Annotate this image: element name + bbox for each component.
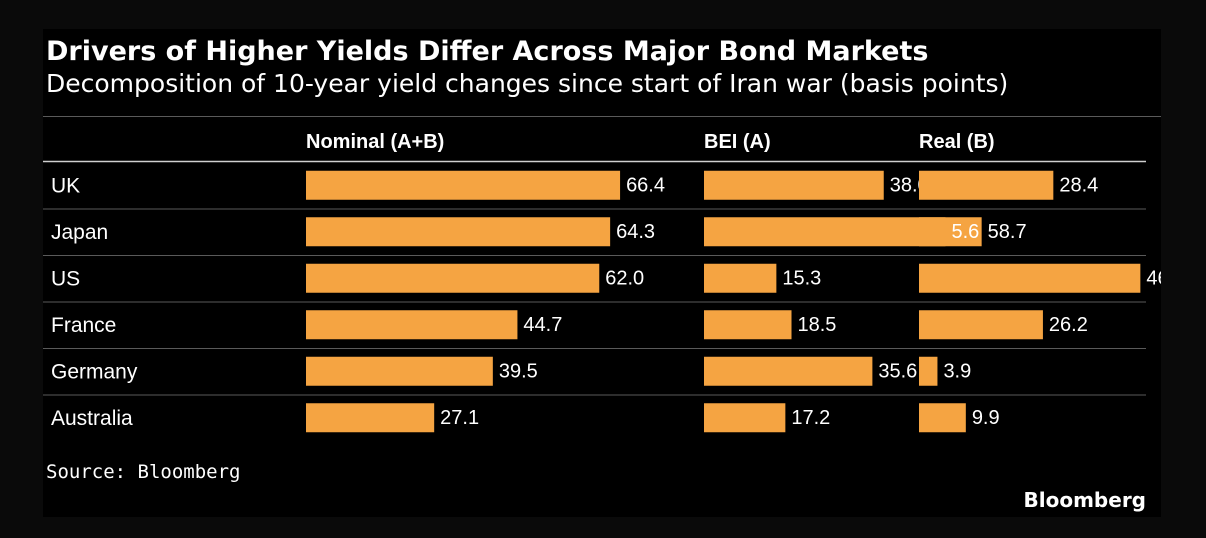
row-label-us: US bbox=[51, 267, 80, 290]
value-label-real-b-australia: 9.9 bbox=[972, 407, 1000, 429]
value-label-nominal-a-b-us: 62.0 bbox=[605, 267, 644, 289]
value-label-bei-a-germany: 35.6 bbox=[878, 360, 917, 382]
row-label-uk: UK bbox=[51, 174, 80, 197]
row-label-japan: Japan bbox=[51, 221, 108, 244]
value-label-nominal-a-b-uk: 66.4 bbox=[626, 174, 665, 196]
value-label-real-b-germany: 3.9 bbox=[943, 360, 971, 382]
column-header-nominal-a-b: Nominal (A+B) bbox=[306, 131, 444, 153]
chart-rows: UK 66.4 38.0 28.4 Japan 64.3 58.7 5.6 US 62.0 15.3… bbox=[43, 170, 1161, 433]
value-label-bei-a-uk: 38.0 bbox=[890, 174, 929, 196]
bar-bei-a-australia bbox=[704, 403, 786, 433]
bar-real-b-uk bbox=[919, 170, 1054, 200]
table-row: US 62.0 15.3 46.8 bbox=[43, 263, 1161, 303]
bar-real-b-us bbox=[919, 263, 1141, 293]
bar-nominal-a-b-france bbox=[306, 310, 518, 340]
value-label-real-b-uk: 28.4 bbox=[1059, 174, 1098, 196]
row-label-germany: Germany bbox=[51, 360, 138, 383]
bar-real-b-france bbox=[919, 310, 1043, 340]
table-row: Australia 27.1 17.2 9.9 bbox=[51, 403, 1000, 433]
row-label-australia: Australia bbox=[51, 407, 133, 430]
source-note: Source: Bloomberg bbox=[46, 461, 240, 483]
bar-bei-a-uk bbox=[704, 170, 884, 200]
bar-bei-a-us bbox=[704, 263, 777, 293]
chart-card: Drivers of Higher Yields Differ Across M… bbox=[43, 29, 1161, 517]
chart-canvas: Drivers of Higher Yields Differ Across M… bbox=[43, 36, 1161, 512]
bloomberg-logo: Bloomberg bbox=[1024, 488, 1146, 512]
bar-real-b-germany bbox=[919, 356, 938, 386]
bar-nominal-a-b-germany bbox=[306, 356, 493, 386]
column-header-bei-a: BEI (A) bbox=[704, 131, 771, 153]
bar-real-b-australia bbox=[919, 403, 966, 433]
table-row: UK 66.4 38.0 28.4 bbox=[43, 170, 1146, 210]
row-label-france: France bbox=[51, 314, 116, 337]
value-label-nominal-a-b-australia: 27.1 bbox=[440, 407, 479, 429]
value-label-real-b-japan: 5.6 bbox=[951, 221, 979, 243]
column-header-real-b: Real (B) bbox=[919, 131, 995, 153]
table-row: Germany 39.5 35.6 3.9 bbox=[43, 356, 1146, 396]
column-headers: Nominal (A+B) BEI (A) Real (B) bbox=[43, 131, 1146, 163]
value-label-bei-a-australia: 17.2 bbox=[791, 407, 830, 429]
value-label-real-b-france: 26.2 bbox=[1049, 314, 1088, 336]
value-label-nominal-a-b-japan: 64.3 bbox=[616, 221, 655, 243]
bar-bei-a-france bbox=[704, 310, 792, 340]
bar-nominal-a-b-australia bbox=[306, 403, 435, 433]
table-row: France 44.7 18.5 26.2 bbox=[43, 310, 1146, 349]
value-label-nominal-a-b-germany: 39.5 bbox=[499, 360, 538, 382]
chart-subtitle: Decomposition of 10-year yield changes s… bbox=[46, 69, 1008, 98]
value-label-nominal-a-b-france: 44.7 bbox=[523, 314, 562, 336]
value-label-bei-a-japan: 58.7 bbox=[988, 221, 1027, 243]
bar-nominal-a-b-japan bbox=[306, 217, 611, 247]
table-row: Japan 64.3 58.7 5.6 bbox=[43, 217, 1146, 256]
bar-bei-a-germany bbox=[704, 356, 873, 386]
chart-title: Drivers of Higher Yields Differ Across M… bbox=[46, 36, 928, 67]
bar-real-b-japan bbox=[919, 217, 946, 247]
value-label-real-b-us: 46.8 bbox=[1146, 267, 1161, 289]
bar-nominal-a-b-us bbox=[306, 263, 600, 293]
value-label-bei-a-france: 18.5 bbox=[798, 314, 837, 336]
bar-nominal-a-b-uk bbox=[306, 170, 621, 200]
value-label-bei-a-us: 15.3 bbox=[782, 267, 821, 289]
